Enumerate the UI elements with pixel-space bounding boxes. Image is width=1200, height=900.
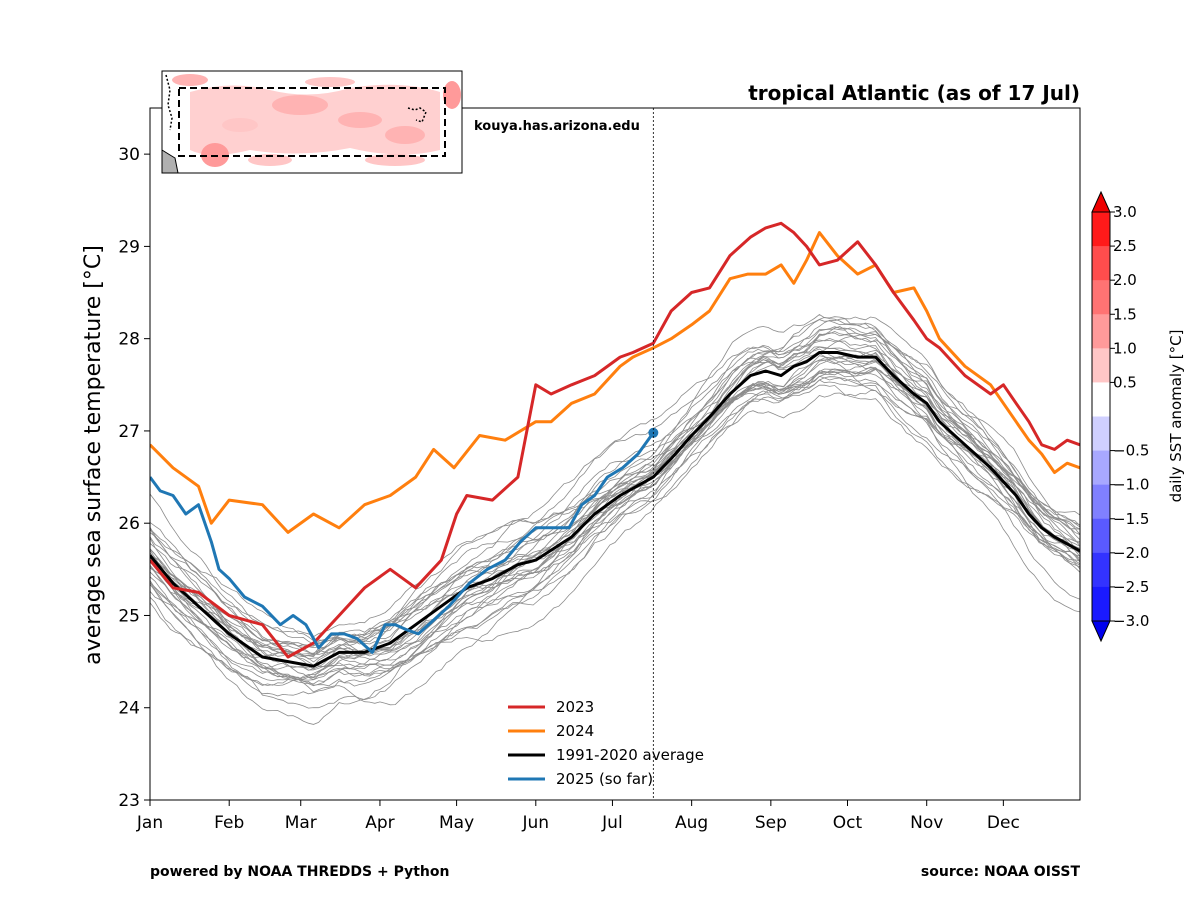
colorbar-label: daily SST anomaly [°C] (1167, 330, 1185, 503)
colorbar-segment (1092, 314, 1110, 349)
colorbar-segment (1092, 552, 1110, 588)
colorbar-segment (1092, 586, 1110, 622)
x-tick-label: Feb (214, 813, 244, 833)
plot-frame (149, 107, 1081, 801)
colorbar-tick-label: 3.0 (1113, 203, 1137, 221)
colorbar-segment (1092, 518, 1110, 554)
x-tick-label: Dec (987, 813, 1020, 833)
x-tick-label: May (439, 813, 474, 833)
y-tick-label: 23 (118, 791, 140, 811)
series-line-2025 (150, 431, 655, 654)
colorbar-tick-label: −1.5 (1113, 510, 1149, 528)
x-tick-label: Nov (910, 813, 943, 833)
source-url: kouya.has.arizona.edu (474, 119, 640, 134)
colorbar-segment (1092, 246, 1110, 281)
historical-year-line (150, 351, 1080, 656)
colorbar-tick-label: −1.0 (1113, 476, 1149, 494)
historical-year-lines (150, 314, 1080, 725)
historical-year-line (150, 332, 1080, 649)
x-tick-label: Jan (136, 813, 163, 833)
x-tick-label: Aug (675, 813, 708, 833)
y-tick-label: 28 (118, 330, 140, 350)
historical-year-line (150, 348, 1080, 697)
y-tick-label: 25 (118, 606, 140, 626)
y-tick-label: 30 (118, 145, 140, 165)
colorbar-tick-label: 2.0 (1113, 271, 1137, 289)
x-tick-label: Oct (833, 813, 863, 833)
series-line-2023 (150, 221, 1080, 659)
credit-left: powered by NOAA THREDDS + Python (150, 864, 449, 880)
colorbar-tick-label: −0.5 (1113, 442, 1149, 460)
historical-year-line (150, 359, 1080, 725)
historical-year-line (150, 353, 1080, 686)
legend-label: 2025 (so far) (556, 770, 653, 788)
inset-map (161, 70, 463, 174)
colorbar-tick-label: 2.5 (1113, 237, 1137, 255)
historical-year-line (150, 355, 1080, 709)
colorbar-frame (1091, 211, 1111, 622)
series-line-2024 (150, 231, 1080, 534)
y-tick-label: 26 (118, 514, 140, 534)
x-tick-label: Mar (285, 813, 317, 833)
colorbar-tick-label: 1.0 (1113, 339, 1137, 357)
colorbar: 3.0 2.5 2.0 1.5 1.0 0.5 −0.5 −1.0 −1.5 −2.0 −2.5 −3… (1091, 190, 1149, 643)
colorbar-tick-label: 1.5 (1113, 305, 1137, 323)
legend-label: 2023 (556, 698, 594, 716)
historical-year-line (150, 333, 1080, 670)
x-tick-label: Jun (522, 813, 550, 833)
inset-coast (165, 74, 427, 131)
legend-label: 1991-2020 average (556, 746, 704, 764)
colorbar-segment (1092, 348, 1110, 383)
x-tick-label: Jul (601, 813, 623, 833)
historical-year-line (150, 366, 1080, 681)
x-tick-label: Apr (365, 813, 394, 833)
x-tick-label: Sep (755, 813, 787, 833)
legend-label: 2024 (556, 722, 594, 740)
colorbar-segment (1092, 382, 1110, 417)
historical-year-line (150, 379, 1080, 681)
colorbar-segment (1092, 212, 1110, 247)
y-tick-label: 24 (118, 699, 140, 719)
historical-year-line (150, 314, 1080, 670)
y-tick-label: 29 (118, 237, 140, 257)
y-axis-label: average sea surface temperature [°C] (81, 245, 106, 665)
legend: 2023 2024 1991-2020 average 2025 (so far) (508, 698, 704, 788)
colorbar-segment (1092, 484, 1110, 520)
historical-year-line (150, 316, 1080, 680)
historical-year-line (150, 358, 1080, 653)
series-line-1991-2020 (150, 351, 1080, 668)
historical-year-line (150, 337, 1080, 679)
chart-title: tropical Atlantic (as of 17 Jul) (748, 81, 1080, 105)
colorbar-tick-label: 0.5 (1113, 373, 1137, 391)
inset-region-box (178, 87, 446, 157)
colorbar-tick-label: −2.0 (1113, 544, 1149, 562)
inset-land (161, 149, 179, 174)
colorbar-tick-label: −2.5 (1113, 578, 1149, 596)
colorbar-tick-label: −3.0 (1113, 612, 1149, 630)
historical-year-line (150, 390, 1080, 668)
colorbar-segment (1092, 280, 1110, 315)
y-tick-label: 27 (118, 422, 140, 442)
historical-year-line (150, 368, 1080, 660)
credit-right: source: NOAA OISST (921, 864, 1081, 880)
historical-year-line (150, 330, 1080, 656)
colorbar-segment (1092, 450, 1110, 486)
historical-year-line (150, 326, 1080, 687)
colorbar-segment (1092, 416, 1110, 452)
